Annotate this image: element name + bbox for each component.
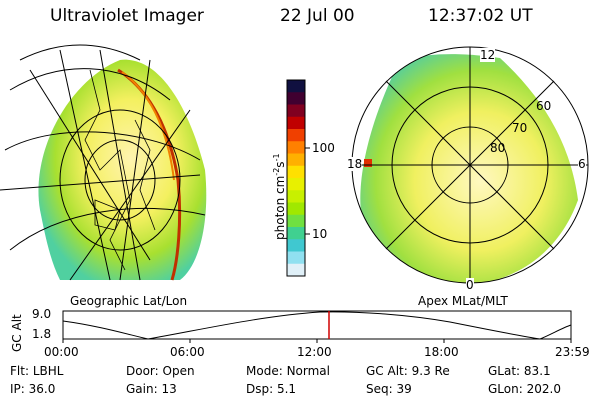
info-gc-alt: GC Alt: 9.3 Re	[366, 364, 450, 378]
colorbar-band	[287, 153, 305, 167]
time-label: 12:37:02 UT	[428, 6, 533, 26]
colorbar-band	[287, 92, 305, 105]
colorbar-band	[287, 116, 305, 130]
left-panel-caption: Geographic Lat/Lon	[70, 294, 188, 308]
right-panel-caption: Apex MLat/MLT	[418, 294, 508, 308]
colorbar-band	[287, 190, 305, 203]
colorbar-band	[287, 165, 305, 179]
x-tick-1200: 12:00	[297, 345, 332, 359]
colorbar-band	[287, 104, 305, 118]
colorbar-band	[287, 129, 305, 142]
x-tick-0600: 06:00	[170, 345, 205, 359]
colorbar-band	[287, 141, 305, 154]
info-flt: Flt: LBHL	[10, 364, 64, 378]
colorbar-tick-100: 100	[312, 141, 335, 155]
mlt-label-18: 18	[347, 157, 363, 171]
colorbar-band	[287, 178, 305, 191]
info-dsp: Dsp: 5.1	[246, 382, 297, 396]
colorbar-band	[287, 239, 305, 252]
lat-label-80: 80	[490, 141, 506, 155]
mlt-label-6: 6	[578, 157, 586, 171]
info-glat: GLat: 83.1	[488, 364, 551, 378]
info-seq: Seq: 39	[366, 382, 412, 396]
info-gain: Gain: 13	[126, 382, 177, 396]
x-tick-2359: 23:59	[555, 345, 590, 359]
info-glon: GLon: 202.0	[488, 382, 561, 396]
date-label: 22 Jul 00	[280, 6, 355, 26]
colorbar-band	[287, 263, 305, 277]
mlt-label-12: 12	[480, 48, 496, 62]
info-ip: IP: 36.0	[10, 382, 56, 396]
lat-label-70: 70	[512, 121, 528, 135]
altitude-y-bottom: 1.8	[32, 327, 52, 341]
colorbar-band	[287, 214, 305, 228]
x-tick-1800: 18:00	[424, 345, 459, 359]
colorbar-band	[287, 202, 305, 216]
colorbar-band	[287, 251, 305, 265]
info-door: Door: Open	[126, 364, 195, 378]
colorbar-band	[287, 80, 305, 93]
lat-label-60: 60	[536, 99, 552, 113]
x-tick-0000: 00:00	[44, 345, 79, 359]
mlt-label-0: 0	[466, 278, 474, 292]
colorbar-band	[287, 227, 305, 240]
instrument-title: Ultraviolet Imager	[50, 6, 204, 26]
info-mode: Mode: Normal	[246, 364, 330, 378]
colorbar-tick-10: 10	[312, 227, 328, 241]
altitude-y-top: 9.0	[32, 307, 52, 321]
